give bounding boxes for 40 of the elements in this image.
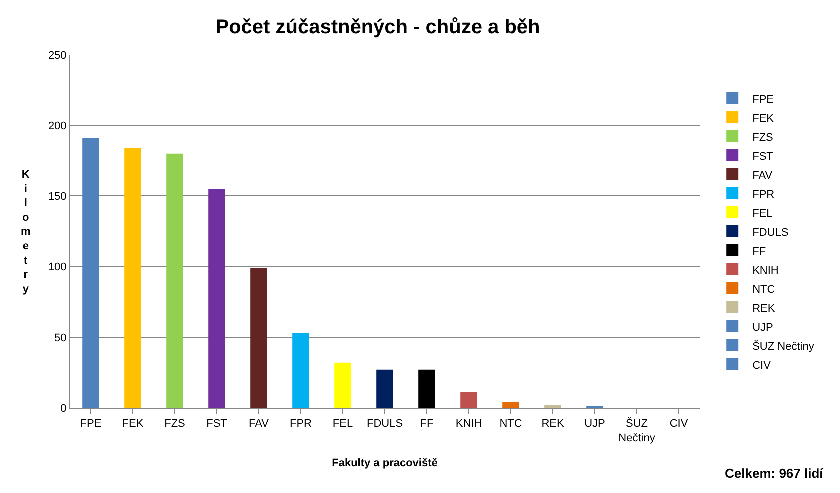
legend-label: FPE bbox=[752, 94, 774, 106]
legend-label: KNIH bbox=[752, 264, 779, 277]
x-tick-label: UJP bbox=[584, 418, 606, 430]
x-tick-label: NTC bbox=[500, 418, 522, 430]
y-tick-label: 50 bbox=[54, 332, 67, 344]
x-axis-title: Fakulty a pracoviště bbox=[332, 458, 438, 470]
legend-label: FDULS bbox=[752, 226, 789, 239]
legend-label: UJP bbox=[752, 322, 774, 334]
y-tick-label: 150 bbox=[48, 191, 67, 204]
x-tick-label: KNIH bbox=[456, 418, 482, 430]
x-tick-label: FAV bbox=[249, 418, 270, 430]
x-tick-label: CIV bbox=[670, 418, 689, 430]
y-tick-label: 250 bbox=[48, 50, 67, 62]
legend-label: FEL bbox=[752, 208, 773, 220]
legend-label: CIV bbox=[752, 360, 772, 372]
x-tick-label: FPR bbox=[290, 418, 312, 430]
y-tick-label: 200 bbox=[48, 120, 67, 132]
legend-label: FPR bbox=[752, 188, 775, 201]
x-tick-label: FDULS bbox=[366, 418, 404, 430]
chart-title: Počet zúčastněných - chůze a běh bbox=[216, 16, 540, 39]
x-tick-label: ŠUZ Nečtiny bbox=[618, 417, 656, 444]
legend-label: NTC bbox=[752, 284, 776, 296]
x-tick-label: FEK bbox=[122, 418, 144, 430]
legend-label: FF bbox=[752, 246, 766, 258]
legend-label: REK bbox=[752, 302, 776, 315]
legend-label: FZS bbox=[752, 132, 774, 144]
x-tick-label: FZS bbox=[164, 418, 186, 430]
legend-label: FST bbox=[752, 150, 774, 163]
text: Celkem: 967 lidí bbox=[725, 466, 824, 481]
x-tick-label: REK bbox=[542, 418, 565, 430]
x-tick-label: FF bbox=[420, 418, 434, 430]
x-tick-label: FEL bbox=[332, 418, 354, 430]
x-tick-label: FST bbox=[206, 418, 228, 430]
y-tick-label: 100 bbox=[48, 262, 67, 274]
legend-label: FAV bbox=[752, 170, 774, 182]
text: Kilometry bbox=[21, 169, 31, 296]
x-tick-label: FPE bbox=[80, 418, 102, 430]
y-tick-label: 0 bbox=[60, 402, 67, 415]
legend-label: FEK bbox=[752, 112, 775, 125]
legend-label: ŠUZ Nečtiny bbox=[752, 340, 815, 353]
